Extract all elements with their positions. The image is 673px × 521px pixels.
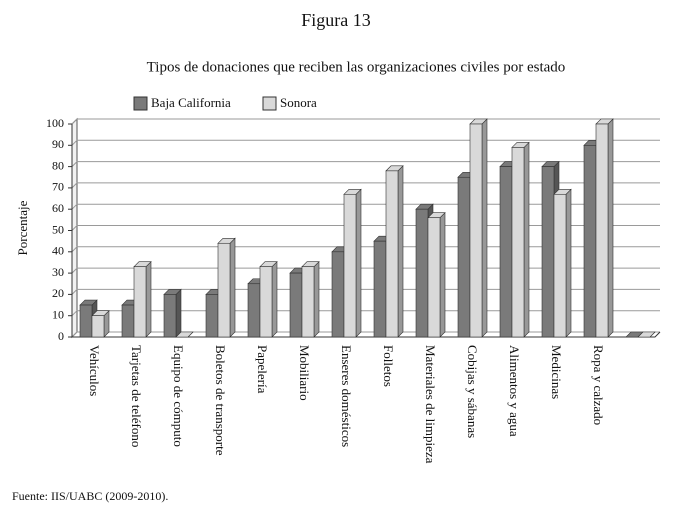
grid-line <box>71 267 660 274</box>
bar-side <box>607 118 614 338</box>
legend-swatch <box>262 96 277 111</box>
legend-label: Sonora <box>280 95 317 110</box>
y-tick-label: 60 <box>52 201 64 215</box>
x-tick-label: Boletos de transporte <box>213 345 228 456</box>
legend-swatch <box>133 96 148 111</box>
grid-line <box>71 118 660 125</box>
x-tick-label: Folletos <box>381 345 396 387</box>
x-tick-label: Vehículos <box>87 345 102 396</box>
bar-side <box>271 260 278 338</box>
x-axis <box>72 331 661 338</box>
chart-title: Tipos de donaciones que reciben las orga… <box>147 59 566 75</box>
legend: Baja California Sonora <box>133 95 317 111</box>
grid-line <box>71 182 660 189</box>
bar <box>469 123 483 338</box>
bar <box>163 294 177 338</box>
grid-line <box>71 288 660 295</box>
y-tick-label: 100 <box>46 116 64 130</box>
bar <box>541 166 555 338</box>
y-tick-label: 90 <box>52 137 64 151</box>
bar-side <box>523 141 530 338</box>
x-tick-label: Ropa y calzado <box>591 345 606 425</box>
bar <box>301 266 315 338</box>
x-tick-label: Medicinas <box>549 345 564 399</box>
figure-heading: Figura 13 <box>301 10 371 30</box>
grid-line <box>71 203 660 210</box>
grid-line <box>71 310 660 317</box>
bar <box>217 242 231 338</box>
bar <box>427 217 441 338</box>
bar <box>373 240 387 338</box>
bar-top <box>637 331 656 338</box>
x-tick-label: Materiales de limpieza <box>423 345 438 464</box>
y-tick-label: 10 <box>52 307 64 321</box>
bar <box>385 170 399 338</box>
grid-line <box>71 225 660 231</box>
y-tick-label: 40 <box>52 244 64 258</box>
bar <box>121 304 135 338</box>
x-tick-label: Alimentos y agua <box>507 345 522 437</box>
y-tick-label: 50 <box>52 222 64 236</box>
bar-side <box>355 188 362 338</box>
x-tick-label: Enseres domésticos <box>339 345 354 447</box>
bar-side <box>313 260 320 338</box>
bar <box>343 193 357 338</box>
grid-line <box>71 331 660 338</box>
bar-side <box>175 288 182 338</box>
bar-side <box>439 211 446 338</box>
bar <box>415 208 429 338</box>
bar-side <box>397 165 404 338</box>
x-tick-label: Cobijas y sábanas <box>465 345 480 438</box>
y-tick-label: 80 <box>52 158 64 172</box>
bar <box>79 304 93 338</box>
bar <box>289 272 303 338</box>
bar <box>133 266 147 338</box>
x-tick-label: Mobiliario <box>297 345 312 401</box>
bar-top <box>175 331 194 338</box>
bar-side <box>565 188 572 338</box>
bar <box>205 294 219 338</box>
grid-line <box>71 246 660 253</box>
y-tick-label: 30 <box>52 265 64 279</box>
x-tick-label: Equipo de cómputo <box>171 345 186 447</box>
bar <box>247 283 261 338</box>
y-tick-label: 70 <box>52 180 64 194</box>
grid-line <box>71 139 660 146</box>
bar <box>553 193 567 338</box>
source-note: Fuente: IIS/UABC (2009-2010). <box>12 489 168 503</box>
bar-side <box>229 237 236 338</box>
bar <box>583 145 597 338</box>
bar-side <box>481 118 488 338</box>
legend-label: Baja California <box>151 95 231 110</box>
y-tick-label: 0 <box>58 329 64 343</box>
bar <box>457 176 471 338</box>
bar <box>499 166 513 338</box>
y-tick-label: 20 <box>52 286 64 300</box>
x-tick-label: Tarjetas de teléfono <box>129 345 144 447</box>
bar <box>259 266 273 338</box>
x-tick-label: Papelería <box>255 345 270 394</box>
bar <box>91 315 105 338</box>
y-axis-label: Porcentaje <box>15 200 30 255</box>
grid-line <box>71 161 660 167</box>
bar <box>511 147 525 338</box>
bar <box>331 251 345 338</box>
bar <box>595 123 609 338</box>
bar-side <box>145 260 152 338</box>
